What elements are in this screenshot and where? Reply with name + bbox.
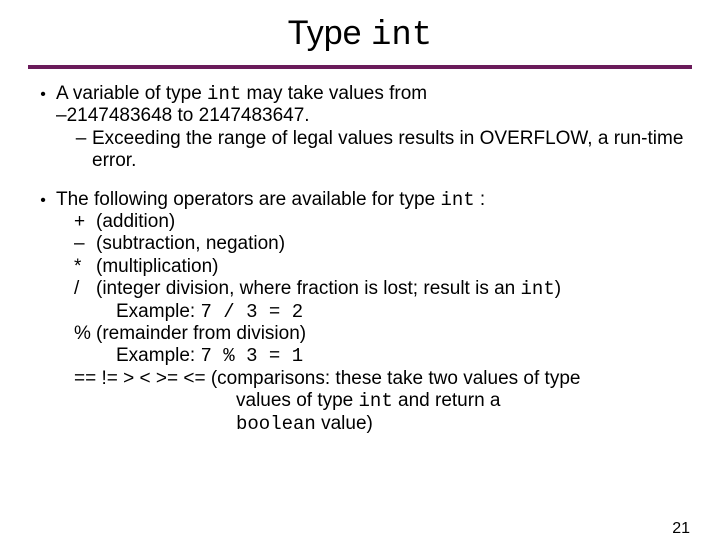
operator-desc-cont: values of type int and return a boolean … — [236, 390, 690, 435]
operator-desc: (integer division, where fraction is los… — [96, 278, 561, 300]
slide-title: Type int — [0, 14, 720, 55]
operator-symbol: + — [74, 211, 96, 233]
sub-bullet: – Exceeding the range of legal values re… — [70, 128, 690, 173]
operator-symbol: – — [74, 233, 96, 255]
operator-symbol: / — [74, 278, 96, 300]
bullet-item: • A variable of type int may take values… — [30, 83, 690, 173]
operator-item: – (subtraction, negation) — [74, 233, 690, 255]
sub-bullet-text: Exceeding the range of legal values resu… — [92, 128, 690, 173]
bullet-marker: • — [30, 189, 56, 435]
operator-desc: (multiplication) — [96, 256, 218, 278]
bullet-text: The following operators are available fo… — [56, 189, 690, 211]
operator-item: % (remainder from division) — [74, 323, 690, 345]
operator-example: Example: 7 % 3 = 1 — [116, 345, 690, 367]
title-underline — [28, 65, 692, 69]
title-text: Type — [288, 14, 371, 52]
sub-bullet-marker: – — [70, 128, 92, 173]
operator-item: == != > < >= <= (comparisons: these take… — [74, 368, 690, 435]
operator-item: * (multiplication) — [74, 256, 690, 278]
operator-example: Example: 7 / 3 = 2 — [116, 301, 690, 323]
operator-list: + (addition) – (subtraction, negation) *… — [74, 211, 690, 435]
operator-desc: (remainder from division) — [96, 323, 306, 345]
operator-desc: (subtraction, negation) — [96, 233, 285, 255]
page-number: 21 — [672, 520, 690, 538]
operator-symbol: % — [74, 323, 96, 345]
title-code: int — [371, 17, 432, 55]
bullet-text: A variable of type int may take values f… — [56, 83, 690, 128]
operator-symbols: == != > < >= <= — [74, 368, 206, 389]
operator-desc: (comparisons: these take two values of t… — [211, 368, 581, 389]
operator-item: / (integer division, where fraction is l… — [74, 278, 690, 300]
bullet-marker: • — [30, 83, 56, 173]
bullet-item: • The following operators are available … — [30, 189, 690, 435]
slide-body: • A variable of type int may take values… — [30, 83, 690, 435]
operator-desc: (addition) — [96, 211, 175, 233]
operator-symbol: * — [74, 256, 96, 278]
operator-item: + (addition) — [74, 211, 690, 233]
